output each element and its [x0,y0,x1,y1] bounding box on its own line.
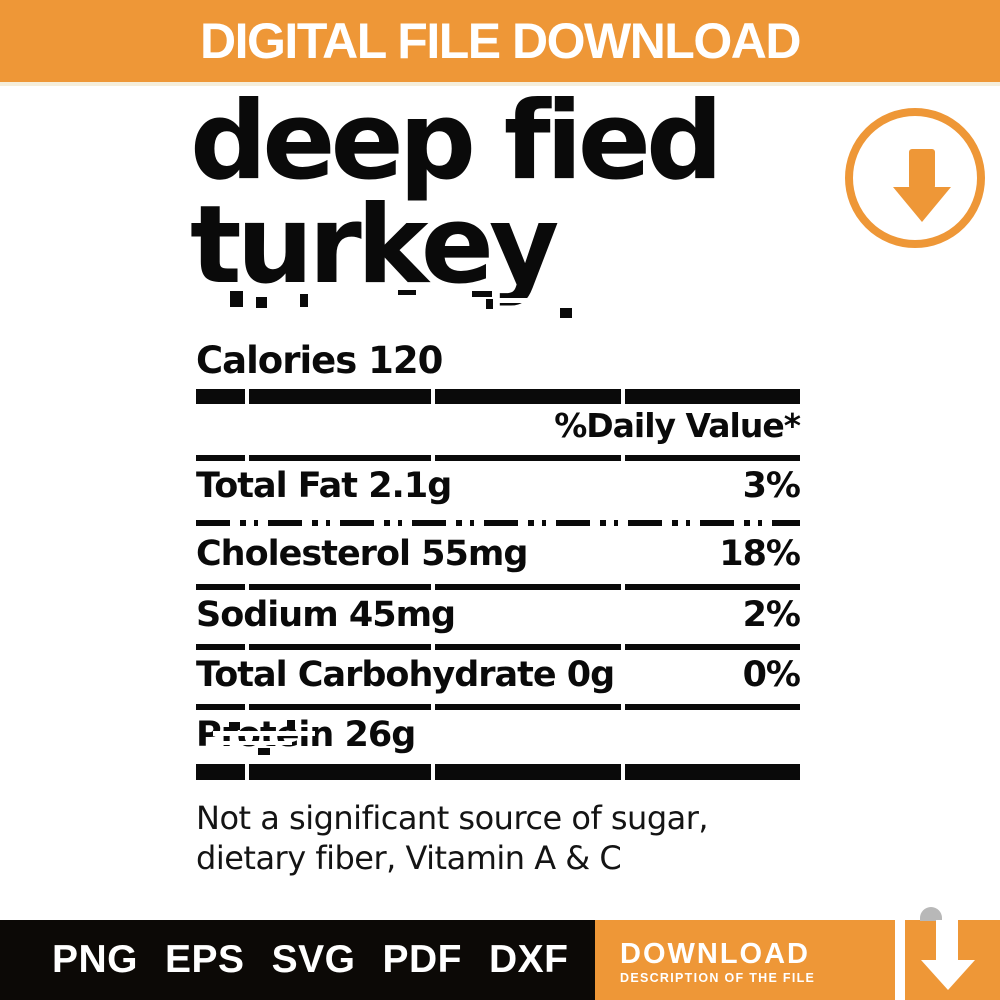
row-sodium: Sodium 45mg 2% [196,595,801,635]
footnote: Not a significant source of sugar, dieta… [196,798,816,878]
glitch-artifact [472,291,492,297]
footnote-line-2: dietary fiber, Vitamin A & C [196,839,622,877]
digital-file-download-banner: DIGITAL FILE DOWNLOAD [0,0,1000,82]
format-pdf: PDF [382,938,462,981]
nutrient-value: 3% [742,466,801,506]
nutrient-name: Cholesterol 55mg [196,534,528,574]
divider-rule [196,644,800,650]
glitch-artifact [560,308,572,318]
glitch-artifact [300,294,308,307]
nutrient-value: 2% [742,595,801,635]
nutrient-name: Total Fat 2.1g [196,466,452,506]
download-arrow-cap-icon [920,907,942,921]
glitch-artifact [420,313,550,317]
download-description: DESCRIPTION OF THE FILE [620,971,816,985]
nutrient-value: 18% [719,534,801,574]
glitch-artifact [196,298,564,303]
thick-divider-bottom [196,764,800,780]
nutrient-name: Total Carbohydrate 0g [196,655,615,695]
calories-line: Calories 120 [196,339,443,382]
nutrient-value: 0% [742,655,801,695]
glitch-artifact [287,720,295,730]
glitch-artifact [229,722,240,730]
glitch-artifact [222,741,292,745]
banner-label: DIGITAL FILE DOWNLOAD [200,13,801,69]
design-title: deep fied turkey [190,79,870,308]
row-total-fat: Total Fat 2.1g 3% [196,466,801,506]
file-formats-bar: PNG EPS SVG PDF DXF [0,920,595,1000]
download-arrow-head-icon [893,187,951,222]
daily-value-header: %Daily Value* [554,406,801,445]
title-line-1: deep fied [190,79,723,204]
divider-rule [196,455,800,461]
download-arrow-head-icon [921,960,975,990]
nutrient-name: Sodium 45mg [196,595,456,635]
glitch-artifact [486,299,493,309]
download-arrow-icon [936,920,958,964]
glitch-artifact [213,731,315,736]
glitch-artifact [196,307,564,311]
glitch-artifact [398,290,416,295]
format-dxf: DXF [488,938,569,981]
file-formats-list: PNG EPS SVG PDF DXF [52,938,568,982]
divider-rule-glitched [196,520,800,526]
row-cholesterol: Cholesterol 55mg 18% [196,534,801,574]
thick-divider-top [196,389,800,404]
format-eps: EPS [165,938,245,981]
banner-underline [0,82,1000,86]
footnote-line-1: Not a significant source of sugar, [196,799,709,837]
divider-rule [196,584,800,590]
divider-rule [196,704,800,710]
download-label: DOWNLOAD [620,938,810,970]
download-circle-button[interactable] [845,108,985,248]
download-panel[interactable]: DOWNLOAD DESCRIPTION OF THE FILE [595,920,895,1000]
glitch-artifact [258,748,270,755]
row-carbohydrate: Total Carbohydrate 0g 0% [196,655,801,695]
glitch-artifact [230,291,243,307]
title-line-2: turkey [190,182,559,308]
format-png: PNG [52,938,139,981]
download-arrow-icon [909,149,935,189]
format-svg: SVG [271,938,356,981]
glitch-artifact [256,297,267,308]
